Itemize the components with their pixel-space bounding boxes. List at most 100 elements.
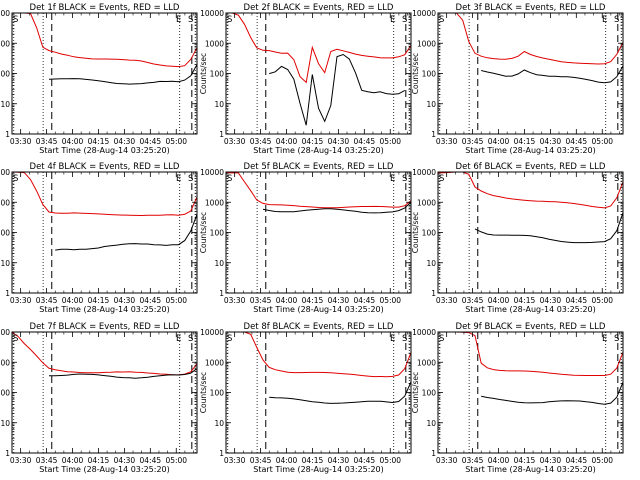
y-axis-label: Counts/sec (411, 53, 420, 94)
x-tick-label: 04:15 (514, 456, 536, 465)
panel-title: Det 5f BLACK = Events, RED = LLD (244, 162, 394, 172)
y-axis-label: Counts/sec (199, 212, 208, 253)
y-tick-label: 1000 (205, 198, 224, 207)
x-tick-label: 04:15 (514, 296, 536, 305)
y-tick-label: 10 (0, 100, 10, 109)
x-tick-label: 03:45 (36, 456, 58, 465)
panel-1: Det 1f BLACK = Events, RED = LLDSES11010… (0, 3, 198, 155)
panel-title: Det 7f BLACK = Events, RED = LLD (30, 322, 180, 332)
y-axis-label: Counts/sec (411, 372, 420, 413)
y-tick-label: 10000 (0, 328, 10, 337)
x-tick-label: 04:15 (88, 137, 110, 146)
x-tick-label: 04:00 (488, 456, 510, 465)
plot-frame (225, 171, 412, 294)
marker-label: S (13, 334, 18, 344)
y-tick-label: 1 (5, 449, 10, 458)
marker-label: E (176, 334, 181, 344)
x-tick-label: 04:00 (62, 296, 84, 305)
series-line-red (12, 13, 197, 68)
x-tick-label: 04:45 (566, 456, 588, 465)
x-tick-label: 04:45 (354, 456, 376, 465)
marker-label: S (13, 174, 18, 184)
x-tick-label: 03:30 (10, 296, 32, 305)
x-tick-label: 03:45 (36, 296, 58, 305)
y-tick-label: 10000 (200, 328, 224, 337)
panel-4: Det 4f BLACK = Events, RED = LLDSES11010… (0, 162, 198, 314)
x-tick-label: 04:00 (62, 137, 84, 146)
y-tick-label: 1000 (417, 198, 436, 207)
x-tick-label: 04:15 (302, 296, 324, 305)
marker-label: E (390, 334, 395, 344)
y-tick-label: 10000 (0, 9, 10, 18)
y-axis-label: Counts/sec (199, 372, 208, 413)
y-tick-label: 1000 (417, 39, 436, 48)
series-line-black (269, 53, 406, 126)
y-tick-label: 10 (426, 259, 436, 268)
y-tick-label: 10000 (412, 9, 436, 18)
y-tick-label: 10000 (412, 168, 436, 177)
y-tick-label: 10 (214, 100, 224, 109)
y-tick-label: 1000 (205, 358, 224, 367)
y-axis-label: Counts/sec (411, 212, 420, 253)
x-tick-label: 04:00 (488, 296, 510, 305)
series-line-black (269, 381, 411, 404)
y-tick-label: 100 (422, 70, 437, 79)
x-tick-label: 03:45 (250, 296, 272, 305)
marker-label: S (188, 174, 193, 184)
x-tick-label: 04:45 (140, 296, 162, 305)
y-tick-label: 10 (426, 100, 436, 109)
y-tick-label: 100 (422, 389, 437, 398)
x-tick-label: 04:00 (276, 296, 298, 305)
x-tick-label: 04:30 (114, 296, 136, 305)
marker-label: S (188, 334, 193, 344)
x-tick-label: 04:30 (114, 456, 136, 465)
x-axis-label: Start Time (28-Aug-14 03:25:20) (39, 305, 170, 314)
y-tick-label: 10000 (0, 168, 10, 177)
x-axis-label: Start Time (28-Aug-14 03:25:20) (465, 465, 596, 474)
marker-label: S (439, 334, 444, 344)
x-tick-label: 04:45 (354, 137, 376, 146)
x-tick-label: 03:45 (462, 137, 484, 146)
x-tick-label: 05:00 (379, 296, 401, 305)
plot-frame (11, 331, 198, 454)
plot-frame (11, 12, 198, 135)
plot-frame (225, 12, 412, 135)
x-tick-label: 04:15 (514, 137, 536, 146)
y-tick-label: 1000 (205, 39, 224, 48)
x-tick-label: 03:30 (10, 456, 32, 465)
x-tick-label: 03:30 (10, 137, 32, 146)
x-tick-label: 04:30 (540, 456, 562, 465)
marker-label: S (402, 334, 407, 344)
x-tick-label: 04:45 (566, 137, 588, 146)
y-tick-label: 10 (0, 259, 10, 268)
series-line-red (226, 332, 411, 378)
x-tick-label: 03:45 (462, 296, 484, 305)
marker-label: E (176, 15, 181, 25)
y-tick-label: 100 (210, 229, 225, 238)
x-tick-label: 03:45 (462, 456, 484, 465)
x-tick-label: 03:45 (250, 456, 272, 465)
x-tick-label: 04:15 (302, 137, 324, 146)
plot-frame (225, 331, 412, 454)
y-tick-label: 100 (0, 389, 10, 398)
x-tick-label: 05:00 (591, 137, 613, 146)
series-line-black (481, 65, 623, 84)
x-tick-label: 05:00 (165, 296, 187, 305)
y-tick-label: 1 (431, 130, 436, 139)
x-tick-label: 04:45 (566, 296, 588, 305)
x-tick-label: 04:30 (328, 456, 350, 465)
marker-label: E (390, 15, 395, 25)
marker-label: E (602, 174, 607, 184)
series-line-red (438, 332, 623, 376)
x-axis-label: Start Time (28-Aug-14 03:25:20) (253, 146, 384, 155)
series-line-red (226, 13, 411, 84)
x-tick-label: 05:00 (165, 456, 187, 465)
series-line-red (12, 332, 197, 376)
y-tick-label: 1 (219, 449, 224, 458)
marker-label: S (402, 15, 407, 25)
